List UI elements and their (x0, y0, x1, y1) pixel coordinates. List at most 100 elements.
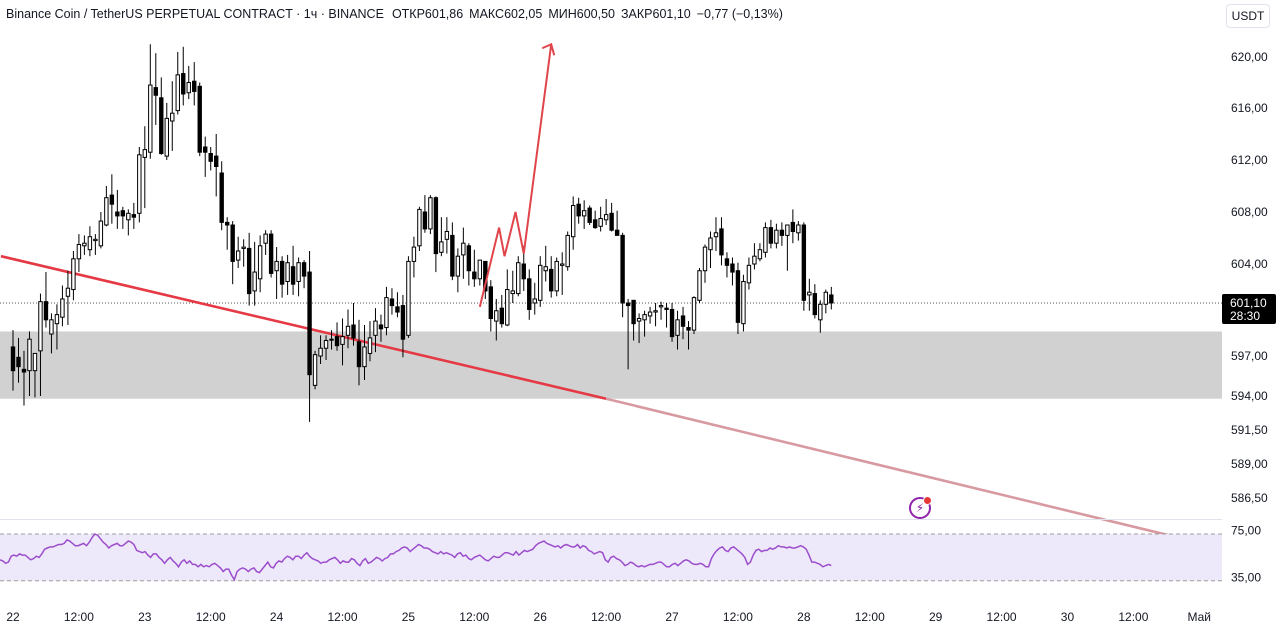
candle-body (647, 311, 653, 317)
candle-body (159, 97, 164, 155)
low-value: 600,50 (576, 7, 615, 21)
candle-body (455, 255, 461, 277)
candle-body (93, 238, 98, 242)
change-value: −0,77 (−0,13%) (696, 7, 783, 21)
candle-body (625, 302, 631, 307)
high-value: 602,05 (504, 7, 543, 21)
candle-body (197, 85, 202, 153)
chart-legend-header: Binance Coin / TetherUS PERPETUAL CONTRA… (6, 6, 789, 22)
arrow-head (541, 42, 556, 56)
candle-body (235, 250, 241, 261)
candle-body (521, 263, 526, 280)
candle-body (351, 324, 356, 339)
candle-body (279, 260, 285, 285)
candle-body (257, 245, 263, 280)
candle-body (384, 297, 389, 329)
candle-body (49, 319, 54, 335)
candle-body (373, 320, 378, 336)
close-label: ЗАКР (620, 7, 653, 21)
notification-dot (923, 496, 932, 505)
candle-body (340, 336, 345, 345)
time-tick-label: 29 (929, 610, 943, 624)
candle-body (818, 303, 823, 321)
time-tick-label: 23 (138, 610, 152, 624)
price-tick-label: 612,00 (1231, 153, 1268, 167)
open-label: ОТКР (391, 7, 425, 21)
candle-body (686, 327, 691, 331)
candle-body (488, 286, 494, 320)
candle-body (411, 246, 417, 262)
candle-body (164, 117, 169, 157)
candle-body (274, 260, 279, 272)
candle-body (631, 299, 636, 325)
candle-body (362, 346, 367, 368)
time-tick-label: 12:00 (591, 610, 621, 624)
support-zone[interactable] (0, 331, 1222, 399)
candle-body (730, 263, 735, 273)
candle-body (252, 271, 257, 292)
candle-body (104, 197, 109, 226)
candle-body (532, 298, 537, 304)
candle-body (549, 268, 554, 292)
candle-body (87, 236, 93, 251)
candle-body (263, 233, 268, 244)
candle-body (356, 341, 362, 368)
candle-body (680, 315, 686, 327)
price-tick-label: 594,00 (1231, 389, 1268, 403)
pane-divider[interactable] (0, 519, 1222, 520)
candle-body (450, 234, 455, 277)
candle-body (153, 87, 158, 96)
candle-body (461, 242, 466, 256)
trendline-extension[interactable] (605, 397, 1223, 550)
candle-body (592, 219, 598, 229)
candle-body (422, 211, 428, 230)
candle-body (395, 306, 400, 313)
currency-button[interactable]: USDT (1226, 4, 1270, 28)
candle-body (812, 293, 818, 316)
candle-body (697, 270, 702, 301)
candle-body (285, 262, 290, 282)
candle-body (494, 310, 499, 322)
trendline[interactable] (0, 254, 607, 400)
candle-body (27, 338, 32, 372)
time-tick-label: 12:00 (459, 610, 489, 624)
candle-body (307, 271, 312, 376)
candle-body (224, 221, 230, 226)
candle-body (477, 259, 483, 280)
open-value: 601,86 (424, 7, 464, 21)
rsi-line[interactable] (0, 533, 832, 582)
candle-body (823, 291, 829, 305)
candle-body (38, 301, 43, 352)
close-value: 601,10 (652, 7, 691, 21)
candle-body (713, 232, 719, 238)
price-tick-label: 620,00 (1231, 50, 1268, 64)
time-tick-label: 30 (1061, 610, 1075, 624)
projection-arrow[interactable] (478, 44, 553, 308)
candle-body (636, 318, 642, 322)
candle-body (16, 356, 21, 368)
time-tick-label: 12:00 (1118, 610, 1148, 624)
candle-body (268, 233, 274, 274)
flash-icon[interactable]: ⚡ (909, 496, 932, 519)
candle-body (10, 346, 16, 372)
candle-body (807, 291, 812, 296)
candle-body (82, 242, 87, 247)
candle-body (214, 155, 219, 168)
candle-body (587, 207, 592, 223)
candle-body (658, 305, 664, 308)
candle-body (774, 229, 779, 244)
candle-body (735, 270, 741, 323)
price-tick-label: 591,50 (1231, 423, 1268, 437)
candle-body (702, 246, 708, 272)
candle-body (318, 347, 323, 357)
candle-body (115, 211, 120, 217)
candle-body (32, 352, 38, 372)
symbol-title[interactable]: Binance Coin / TetherUS PERPETUAL CONTRA… (6, 7, 384, 21)
candle-body (581, 210, 587, 217)
candle-body (296, 262, 301, 282)
candle-body (763, 227, 768, 253)
candle-body (241, 246, 246, 249)
candle-body (433, 197, 439, 255)
candle-body (378, 324, 384, 330)
